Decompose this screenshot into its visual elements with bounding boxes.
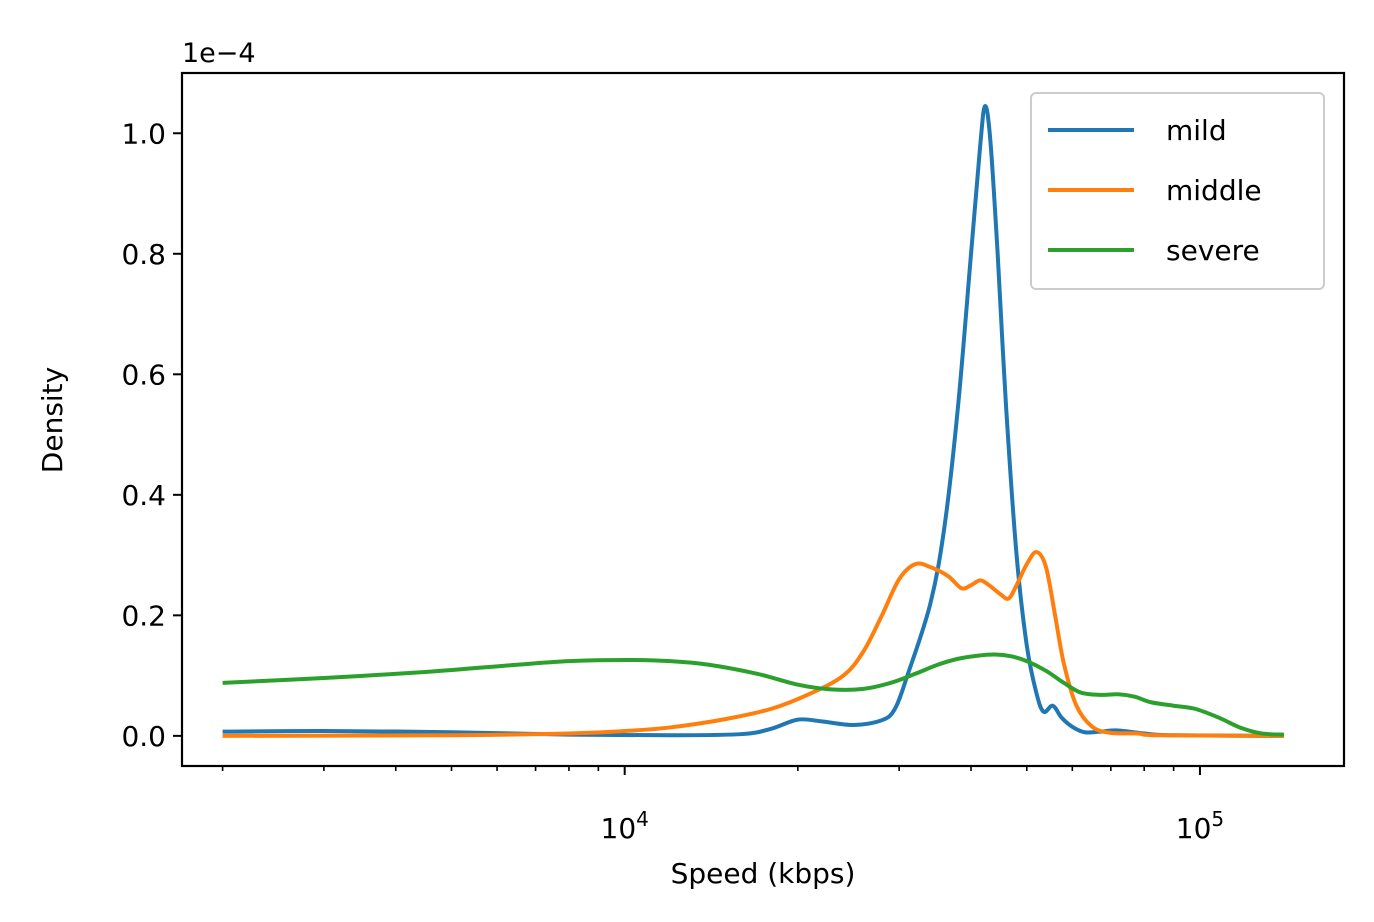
series-layer [222,104,1285,738]
y-axis-ticks: 0.0 0.2 0.4 0.6 0.8 1.0 [121,117,182,753]
plot-area-frame [180,71,1346,768]
legend-label-middle: middle [1166,174,1262,207]
series-line-mild [222,104,1285,738]
y-axis-offset-label: 1e−4 [182,38,256,69]
series-line-severe [222,652,1285,737]
y-tick-label: 0.4 [121,479,166,512]
y-tick-label: 0.6 [121,358,166,391]
legend-label-mild: mild [1166,114,1227,147]
y-tick-label: 0.2 [121,599,166,632]
series-line-middle [222,550,1285,738]
legend: mild middle severe [1030,92,1325,290]
y-axis-label: Density [36,367,69,473]
x-axis-label: Speed (kbps) [671,857,856,890]
y-tick-label: 0.8 [121,238,166,271]
x-tick-label: 105 [1176,807,1224,845]
legend-box [1030,92,1325,290]
legend-label-severe: severe [1166,234,1260,267]
x-tick-label: 104 [601,807,649,845]
y-tick-label: 1.0 [121,117,166,150]
x-axis-ticks: 104 105 [221,766,1224,845]
y-tick-label: 0.0 [121,720,166,753]
